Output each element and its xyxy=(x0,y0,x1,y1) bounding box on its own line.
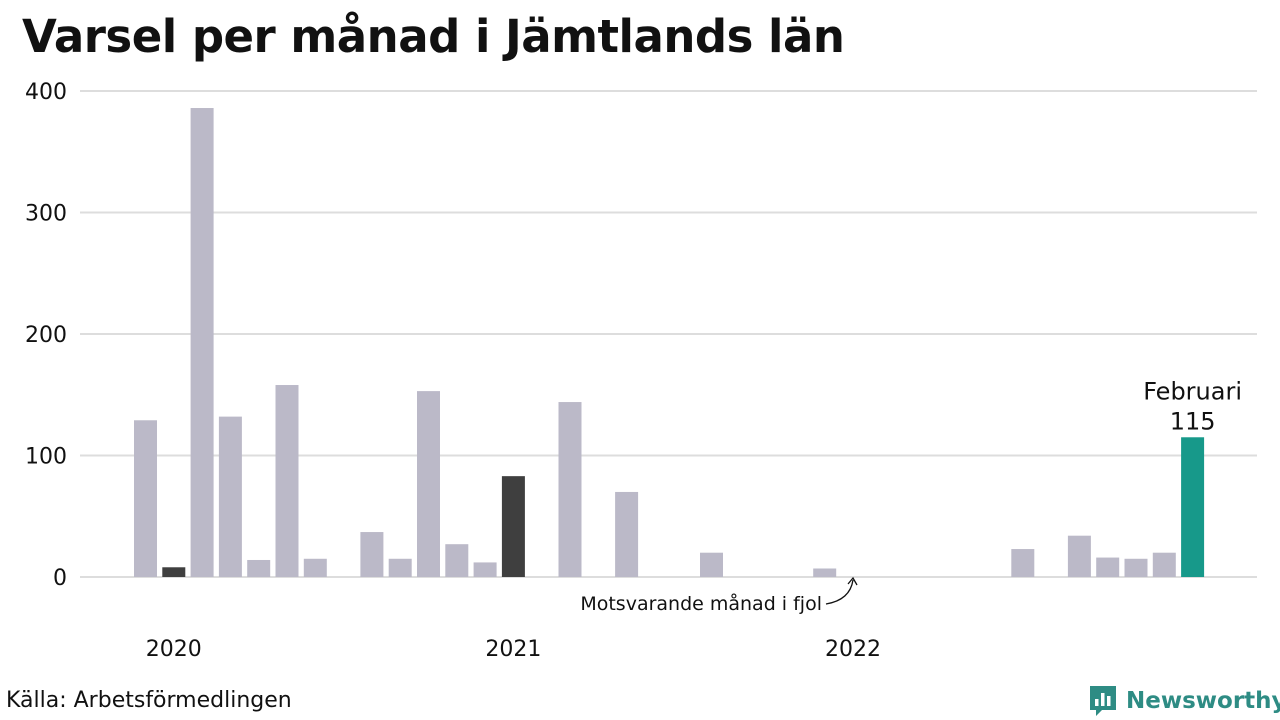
bar xyxy=(813,568,837,577)
y-tick-label: 100 xyxy=(25,445,67,470)
bar xyxy=(360,532,384,577)
brand[interactable]: Newsworthy xyxy=(1088,684,1280,718)
newsworthy-logo-icon xyxy=(1090,686,1116,716)
bar xyxy=(615,491,639,577)
y-tick-label: 0 xyxy=(53,566,67,591)
bar xyxy=(417,391,440,577)
bar xyxy=(1152,552,1176,577)
x-tick-label: 2020 xyxy=(146,637,202,662)
bar xyxy=(1124,558,1148,577)
bar xyxy=(218,416,242,577)
highlight-value-label: 115 xyxy=(1170,407,1216,435)
bar xyxy=(700,552,723,577)
highlight-bar xyxy=(1181,437,1205,577)
bar xyxy=(275,385,299,577)
chart-title: Varsel per månad i Jämtlands län xyxy=(22,10,845,63)
bar xyxy=(388,558,412,577)
bars xyxy=(134,108,1205,577)
annotation-text: Motsvarande månad i fjol xyxy=(580,592,822,615)
bar xyxy=(134,420,157,577)
x-tick-label: 2021 xyxy=(485,637,541,662)
x-tick-label: 2022 xyxy=(825,637,881,662)
y-tick-label: 200 xyxy=(25,323,67,348)
bar xyxy=(501,476,525,577)
y-tick-label: 300 xyxy=(25,202,67,227)
bar xyxy=(190,108,214,577)
bar xyxy=(1067,535,1091,577)
annotation-arrowhead xyxy=(847,576,858,586)
annotation-arrow xyxy=(825,579,854,605)
gridlines xyxy=(80,90,1257,578)
highlight-month-label: Februari xyxy=(1143,377,1242,405)
y-tick-label: 400 xyxy=(25,80,67,105)
brand-name: Newsworthy xyxy=(1126,688,1280,714)
bar xyxy=(247,559,271,577)
bar xyxy=(303,558,327,577)
source-note: Källa: Arbetsförmedlingen xyxy=(6,688,292,713)
bar xyxy=(162,567,186,577)
x-axis: 2020 2021 2022 xyxy=(146,637,881,662)
bar xyxy=(445,544,469,577)
bar xyxy=(558,402,582,577)
bar xyxy=(473,562,497,577)
y-axis: 0 100 200 300 400 xyxy=(25,80,67,591)
bar xyxy=(1011,549,1035,577)
bar xyxy=(1096,557,1120,577)
